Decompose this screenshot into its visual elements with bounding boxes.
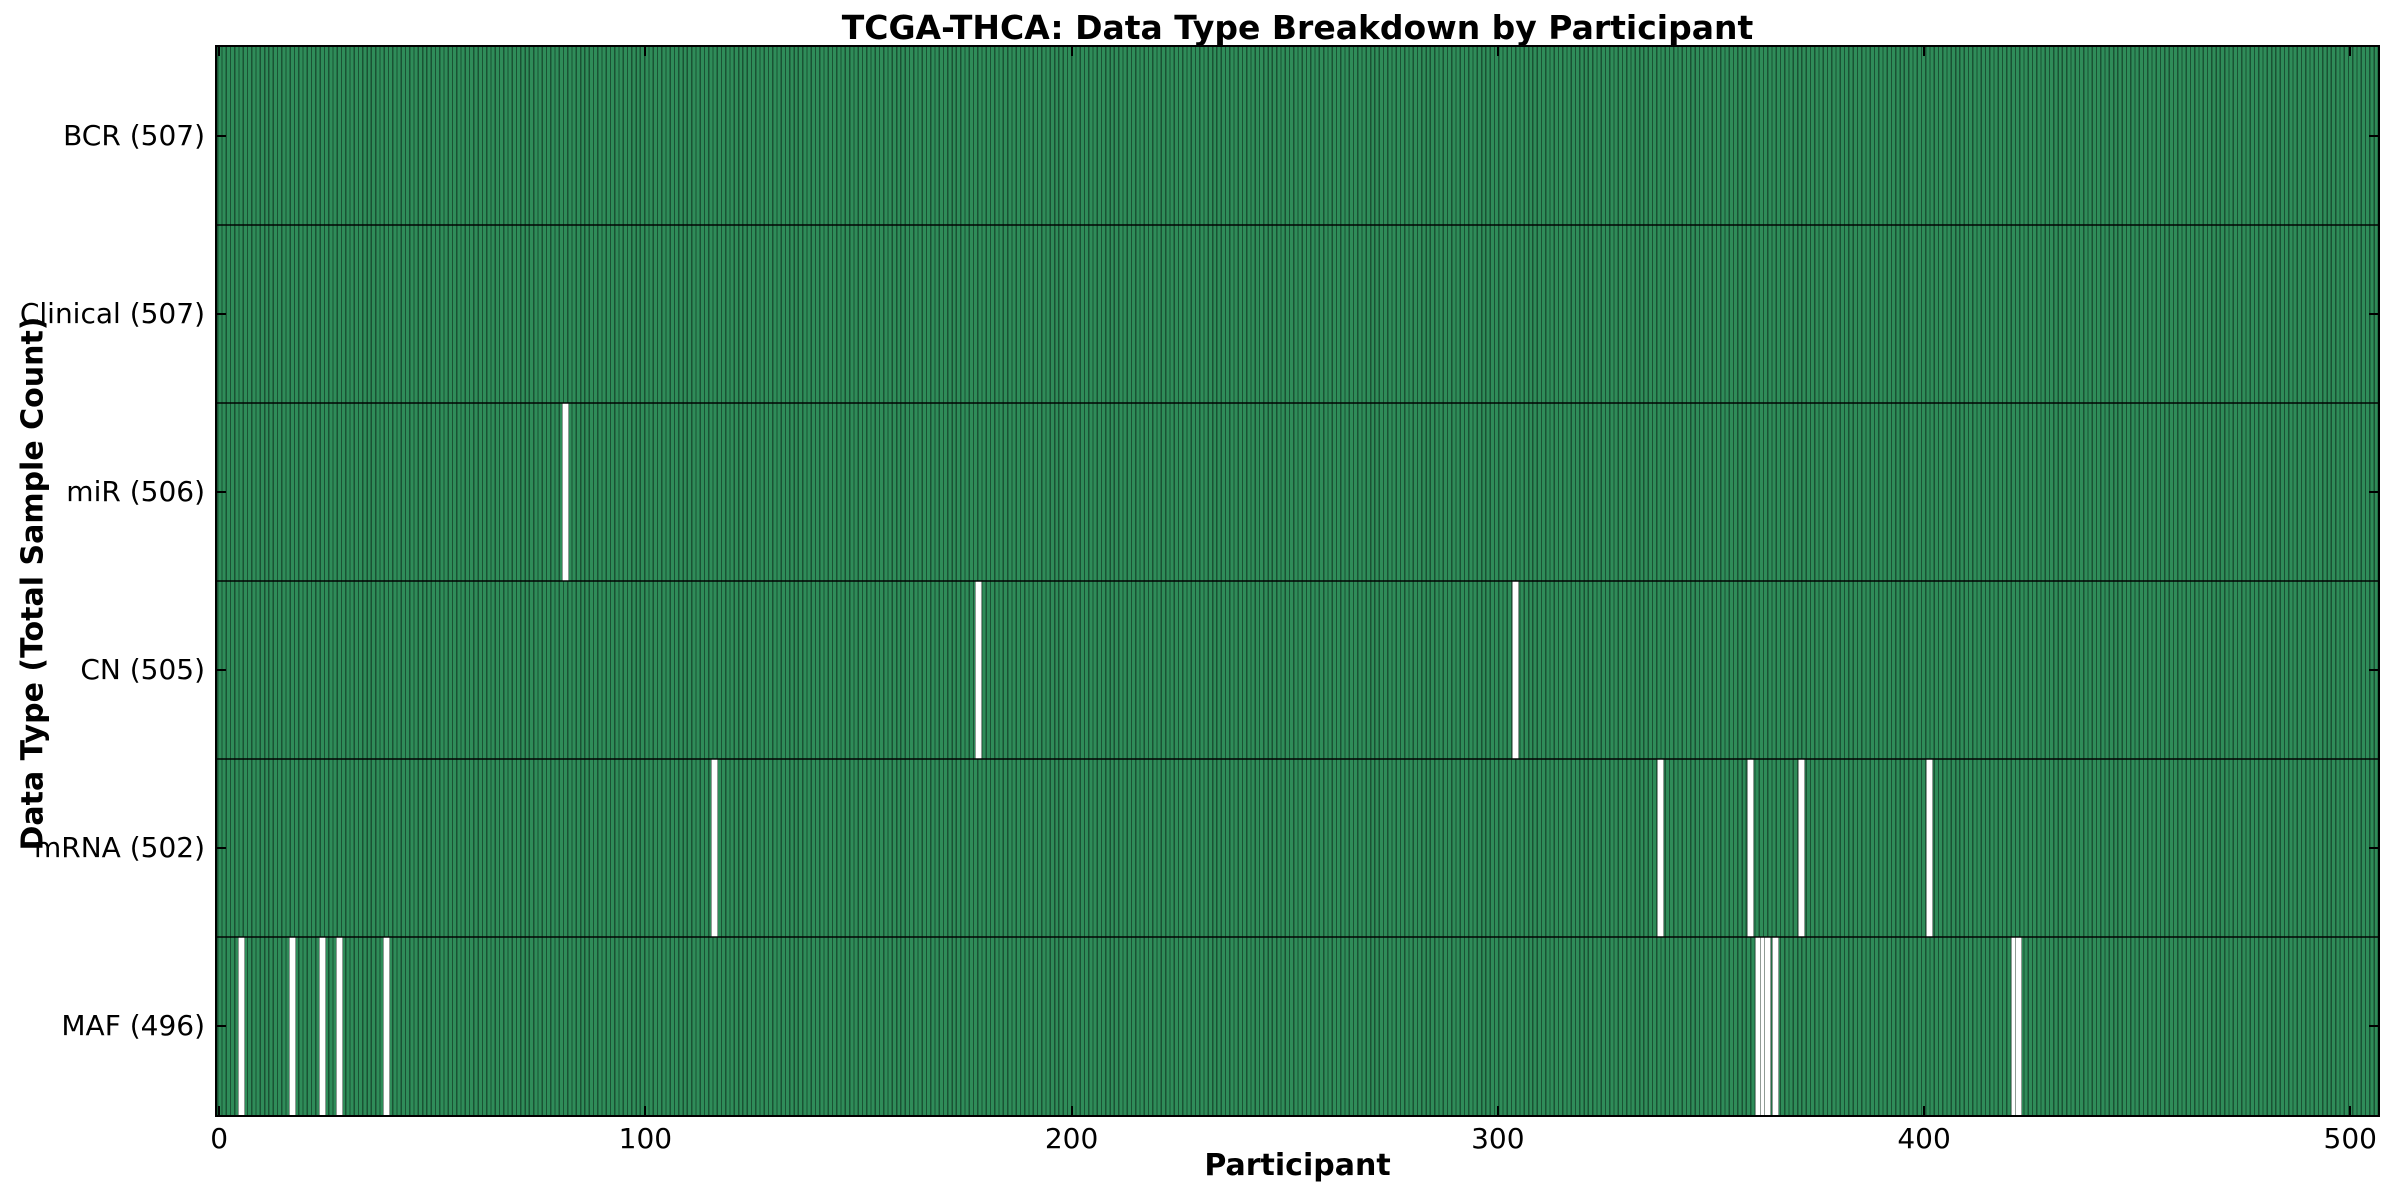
y-tick-label-mir: miR (506) xyxy=(66,475,205,508)
x-tick-mark xyxy=(1496,1106,1499,1115)
absent-gap-maf-39 xyxy=(382,937,390,1115)
x-tick-mark xyxy=(1923,47,1926,56)
y-tick-label-cn: CN (505) xyxy=(80,653,205,686)
x-tick-mark xyxy=(1070,1106,1073,1115)
x-tick-mark xyxy=(2349,47,2352,56)
x-tick-mark xyxy=(1070,47,1073,56)
x-tick-label-300: 300 xyxy=(1471,1122,1525,1155)
absent-gap-mrna-371 xyxy=(1797,759,1805,937)
y-tick-mark xyxy=(2369,847,2378,849)
absent-gap-maf-365 xyxy=(1772,937,1780,1115)
absent-gap-maf-24 xyxy=(318,937,326,1115)
absent-gap-mrna-116 xyxy=(711,759,719,937)
x-tick-mark xyxy=(2349,1106,2352,1115)
x-tick-mark xyxy=(1923,1106,1926,1115)
y-tick-mark xyxy=(217,491,226,493)
row-mir xyxy=(217,403,2378,581)
row-separator xyxy=(217,758,2378,760)
y-tick-mark xyxy=(217,1025,226,1027)
chart-title: TCGA-THCA: Data Type Breakdown by Partic… xyxy=(841,8,1754,47)
absent-gap-mrna-359 xyxy=(1746,759,1754,937)
row-separator xyxy=(217,580,2378,582)
row-separator xyxy=(217,402,2378,404)
row-clinical xyxy=(217,225,2378,403)
y-tick-mark xyxy=(217,135,226,137)
x-tick-label-500: 500 xyxy=(2323,1122,2377,1155)
absent-gap-maf-5 xyxy=(237,937,245,1115)
absent-gap-maf-28 xyxy=(335,937,343,1115)
x-axis-label: Participant xyxy=(1204,1148,1391,1183)
y-tick-label-mrna: mRNA (502) xyxy=(33,831,205,864)
y-tick-mark xyxy=(2369,135,2378,137)
x-tick-label-0: 0 xyxy=(210,1122,229,1155)
row-separator xyxy=(217,936,2378,938)
y-tick-mark xyxy=(2369,491,2378,493)
absent-gap-maf-363 xyxy=(1763,937,1771,1115)
absent-gap-cn-178 xyxy=(975,581,983,759)
y-tick-mark xyxy=(2369,669,2378,671)
absent-gap-mrna-401 xyxy=(1925,759,1933,937)
x-tick-label-100: 100 xyxy=(618,1122,673,1155)
y-tick-mark xyxy=(217,669,226,671)
x-tick-mark xyxy=(644,1106,647,1115)
row-mrna xyxy=(217,759,2378,937)
y-tick-label-clinical: Clinical (507) xyxy=(19,297,205,330)
x-tick-label-200: 200 xyxy=(1044,1122,1099,1155)
absent-gap-maf-422 xyxy=(2015,937,2023,1115)
y-axis-label: Data Type (Total Sample Count) xyxy=(15,316,51,851)
y-tick-mark xyxy=(217,313,226,315)
absent-gap-cn-304 xyxy=(1512,581,1520,759)
y-tick-mark xyxy=(2369,1025,2378,1027)
y-tick-mark xyxy=(217,847,226,849)
y-tick-label-maf: MAF (496) xyxy=(61,1009,205,1042)
x-tick-mark xyxy=(218,47,221,56)
x-tick-mark xyxy=(644,47,647,56)
x-tick-label-400: 400 xyxy=(1897,1122,1951,1155)
absent-gap-maf-17 xyxy=(289,937,297,1115)
x-tick-mark xyxy=(1496,47,1499,56)
y-tick-label-bcr: BCR (507) xyxy=(63,119,205,152)
absent-gap-mir-81 xyxy=(561,403,569,581)
y-tick-mark xyxy=(2369,313,2378,315)
row-bcr xyxy=(217,47,2378,225)
x-tick-mark xyxy=(218,1106,221,1115)
plot-area: Present Absent xyxy=(215,45,2380,1117)
absent-gap-mrna-338 xyxy=(1657,759,1665,937)
row-cn xyxy=(217,581,2378,759)
row-separator xyxy=(217,224,2378,226)
row-maf xyxy=(217,937,2378,1115)
